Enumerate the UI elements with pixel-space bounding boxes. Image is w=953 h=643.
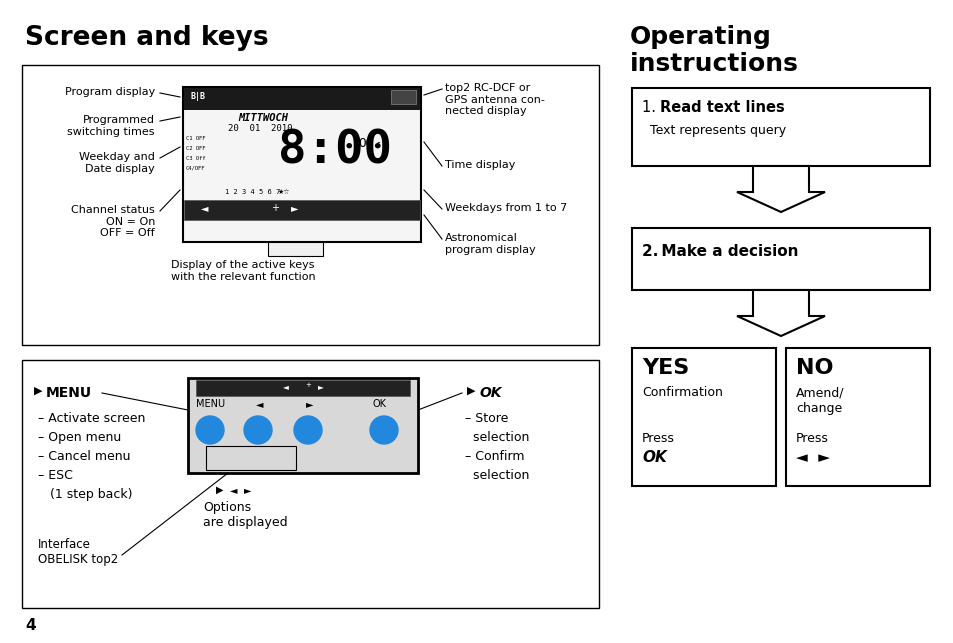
Circle shape	[370, 416, 397, 444]
Text: Time display: Time display	[444, 160, 515, 170]
Text: Program display: Program display	[65, 87, 154, 97]
Circle shape	[195, 416, 224, 444]
Bar	[22, 65, 598, 345]
Text: Channel status
ON = On
OFF = Off: Channel status ON = On OFF = Off	[71, 205, 154, 238]
Text: 2. Make a decision: 2. Make a decision	[641, 244, 798, 259]
Text: ▶: ▶	[467, 386, 475, 396]
Text: OK: OK	[641, 450, 666, 465]
Bar	[184, 200, 419, 220]
Text: MENU: MENU	[46, 386, 92, 400]
Text: C2 OFF: C2 OFF	[186, 146, 205, 151]
Text: C4/OFF: C4/OFF	[186, 166, 205, 171]
Text: – Open menu: – Open menu	[38, 431, 121, 444]
Circle shape	[244, 416, 272, 444]
Text: ◄  ►: ◄ ►	[795, 450, 829, 465]
Text: --: --	[375, 137, 386, 147]
Text: 4: 4	[25, 618, 35, 633]
Text: Interface
OBELISK top2: Interface OBELISK top2	[38, 538, 118, 566]
Text: Text represents query: Text represents query	[649, 124, 785, 137]
Text: 1.: 1.	[641, 100, 659, 115]
Text: OO: OO	[357, 137, 373, 150]
Text: selection: selection	[464, 431, 529, 444]
Text: C1 OFF: C1 OFF	[186, 136, 205, 141]
Text: – Store: – Store	[464, 412, 508, 425]
Text: ★☆: ★☆	[277, 189, 291, 195]
Text: ▶: ▶	[34, 386, 43, 396]
Circle shape	[294, 416, 322, 444]
Text: ◄: ◄	[255, 399, 263, 409]
Text: ►: ►	[317, 382, 323, 391]
Text: Options
are displayed: Options are displayed	[203, 501, 287, 529]
Bar	[206, 446, 295, 470]
Text: Confirmation: Confirmation	[641, 386, 722, 399]
Text: 1 2 3 4 5 6 7: 1 2 3 4 5 6 7	[225, 189, 280, 195]
Text: 8:00: 8:00	[277, 129, 392, 174]
Text: Screen and keys: Screen and keys	[25, 25, 269, 51]
Text: ◄: ◄	[230, 485, 237, 495]
Text: Display of the active keys
with the relevant function: Display of the active keys with the rele…	[171, 260, 315, 282]
Text: C3 Off: C3 Off	[186, 156, 205, 161]
Text: +: +	[271, 203, 278, 213]
Bar	[631, 228, 929, 290]
Text: 20  01  2010: 20 01 2010	[228, 124, 293, 133]
Bar	[785, 348, 929, 486]
Bar	[183, 87, 420, 242]
Text: OK: OK	[479, 386, 502, 400]
Text: YES: YES	[641, 358, 688, 378]
Text: Press: Press	[795, 432, 828, 445]
Text: MENU: MENU	[195, 399, 225, 409]
Text: ►: ►	[306, 399, 314, 409]
Text: OK: OK	[373, 399, 387, 409]
Text: – Cancel menu: – Cancel menu	[38, 450, 131, 463]
Text: Press: Press	[641, 432, 674, 445]
Text: Astronomical
program display: Astronomical program display	[444, 233, 536, 255]
Bar	[631, 88, 929, 166]
Text: ►: ►	[244, 485, 252, 495]
Text: +: +	[305, 382, 311, 388]
Text: – ESC: – ESC	[38, 469, 72, 482]
Text: Operating
instructions: Operating instructions	[629, 25, 798, 76]
Text: top2 RC-DCF or
GPS antenna con-
nected display: top2 RC-DCF or GPS antenna con- nected d…	[444, 83, 544, 116]
Bar	[631, 348, 775, 486]
Text: Read text lines: Read text lines	[659, 100, 784, 115]
Text: B|B: B|B	[191, 92, 206, 101]
Text: – Confirm: – Confirm	[464, 450, 524, 463]
Text: ◄: ◄	[283, 382, 289, 391]
Text: – Activate screen: – Activate screen	[38, 412, 145, 425]
Polygon shape	[737, 290, 824, 336]
Text: ►: ►	[291, 203, 298, 213]
Text: Amend/: Amend/	[795, 386, 843, 399]
Bar	[22, 360, 598, 608]
Bar	[195, 380, 410, 396]
Text: Weekdays from 1 to 7: Weekdays from 1 to 7	[444, 203, 567, 213]
Polygon shape	[737, 166, 824, 212]
Bar	[184, 88, 419, 110]
Text: (1 step back): (1 step back)	[38, 488, 132, 501]
Bar	[268, 242, 323, 256]
Text: Weekday and
Date display: Weekday and Date display	[79, 152, 154, 174]
Text: change: change	[795, 402, 841, 415]
Text: ▶: ▶	[215, 485, 223, 495]
Text: Programmed
switching times: Programmed switching times	[68, 115, 154, 136]
Text: selection: selection	[464, 469, 529, 482]
Text: ◄: ◄	[201, 203, 209, 213]
Text: NO: NO	[795, 358, 833, 378]
Bar	[391, 90, 416, 104]
Text: MITTWOCH: MITTWOCH	[237, 113, 288, 123]
Bar	[188, 378, 417, 473]
